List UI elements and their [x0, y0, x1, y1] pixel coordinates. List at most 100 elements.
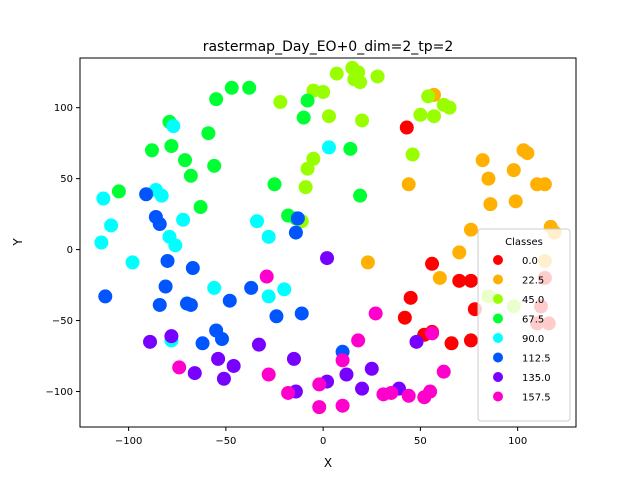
data-point	[288, 225, 303, 240]
data-point	[312, 377, 327, 392]
x-axis-title: X	[324, 456, 332, 470]
data-point	[294, 306, 309, 321]
y-tick-label: 100	[54, 103, 73, 114]
legend-label: 135.0	[522, 373, 551, 384]
data-point	[183, 297, 198, 312]
legend-marker	[493, 391, 503, 402]
data-point	[335, 398, 350, 413]
data-point	[195, 336, 210, 351]
data-point	[413, 107, 428, 122]
data-point	[475, 153, 490, 168]
data-point	[353, 75, 368, 90]
data-point	[242, 80, 257, 95]
data-point	[368, 306, 383, 321]
data-point	[360, 255, 375, 270]
legend-marker	[493, 313, 503, 324]
data-point	[355, 113, 370, 128]
data-point	[520, 146, 535, 161]
legend-label: 67.5	[522, 315, 544, 326]
data-point	[537, 177, 552, 192]
data-point	[261, 289, 276, 304]
data-point	[506, 163, 521, 178]
y-axis-ticks: −100 −50 0 50 100	[46, 103, 80, 398]
data-point	[298, 180, 313, 195]
legend-marker	[493, 294, 503, 304]
data-point	[222, 293, 237, 308]
points-layer	[94, 60, 562, 415]
x-tick-label: 50	[414, 436, 427, 447]
legend-label: 45.0	[522, 295, 544, 306]
legend: Classes 0.0 22.5 45.0 67.5 90.0 112.5 135.0 157…	[477, 228, 571, 422]
data-point	[463, 273, 478, 288]
data-point	[277, 282, 292, 297]
data-point	[94, 235, 109, 250]
data-point	[335, 353, 350, 368]
legend-marker	[493, 274, 503, 285]
data-point	[216, 371, 231, 386]
y-tick-label: 50	[60, 174, 73, 185]
legend-marker	[493, 333, 503, 343]
legend-label: 157.5	[522, 393, 551, 404]
legend-label: 22.5	[522, 276, 544, 287]
legend-label: 112.5	[522, 354, 551, 365]
data-point	[164, 138, 179, 153]
data-point	[160, 253, 175, 268]
data-point	[353, 188, 368, 203]
data-point	[321, 140, 336, 155]
data-point	[244, 280, 259, 295]
data-point	[154, 188, 169, 203]
data-point	[320, 251, 335, 266]
data-point	[364, 361, 379, 376]
data-point	[463, 222, 478, 237]
data-point	[401, 177, 416, 192]
data-point	[139, 187, 154, 202]
data-point	[152, 217, 167, 232]
data-point	[158, 279, 173, 294]
x-tick-label: 0	[320, 436, 326, 447]
data-point	[166, 119, 181, 134]
data-point	[403, 290, 418, 305]
data-point	[321, 109, 336, 124]
data-point	[432, 270, 447, 285]
data-point	[187, 366, 202, 381]
data-point	[384, 385, 399, 400]
legend-label: 0.0	[522, 256, 538, 267]
legend-marker	[493, 352, 503, 363]
data-point	[193, 200, 208, 215]
y-axis-title: Y	[11, 238, 25, 247]
chart-title: rastermap_Day_EO+0_dim=2_tp=2	[203, 39, 454, 55]
data-point	[300, 93, 315, 108]
data-point	[143, 334, 158, 349]
data-point	[250, 214, 265, 229]
data-point	[125, 255, 140, 270]
y-tick-label: 0	[67, 245, 73, 256]
data-point	[355, 381, 370, 396]
data-point	[423, 384, 438, 399]
data-point	[201, 126, 216, 141]
data-point	[183, 168, 198, 183]
data-point	[261, 229, 276, 244]
data-point	[405, 147, 420, 162]
x-tick-label: 100	[508, 436, 527, 447]
data-point	[444, 336, 459, 351]
data-point	[111, 184, 126, 199]
legend-label: 90.0	[522, 334, 544, 345]
data-point	[185, 261, 200, 276]
data-point	[104, 218, 119, 233]
data-point	[329, 66, 344, 81]
data-point	[351, 333, 366, 348]
data-point	[286, 351, 301, 366]
data-point	[409, 334, 424, 349]
data-point	[209, 92, 224, 107]
data-point	[176, 212, 191, 227]
data-point	[281, 385, 296, 400]
legend-entries: 0.0 22.5 45.0 67.5 90.0 112.5 135.0 157.5	[493, 255, 551, 404]
data-point	[214, 332, 229, 347]
data-point	[300, 161, 315, 176]
data-point	[267, 177, 282, 192]
data-point	[259, 269, 274, 284]
y-tick-label: −50	[52, 316, 73, 327]
data-point	[296, 110, 311, 125]
data-point	[436, 364, 451, 379]
